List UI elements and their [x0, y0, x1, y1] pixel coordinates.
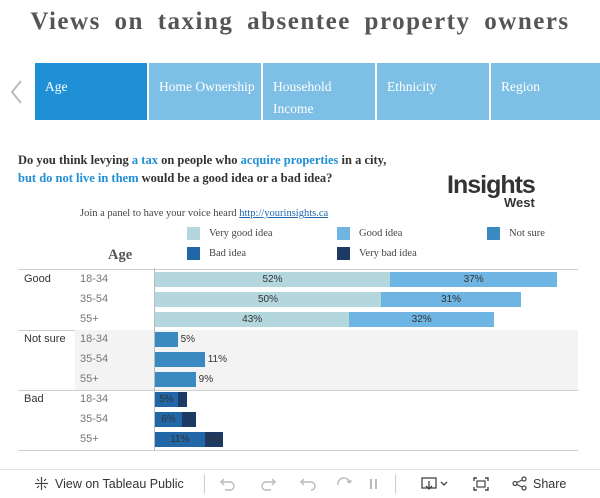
tab-household-income[interactable]: Household Income	[263, 63, 375, 120]
group-label: Not sure	[24, 333, 66, 345]
group-label: Good	[24, 273, 51, 285]
bar-segment[interactable]	[182, 412, 196, 427]
share-button[interactable]: Share	[512, 476, 566, 491]
row-label: 55+	[80, 433, 99, 445]
legend-swatch	[337, 227, 350, 240]
tab-age[interactable]: Age	[35, 63, 147, 120]
legend-swatch	[187, 247, 200, 260]
tab-ethnicity[interactable]: Ethnicity	[377, 63, 489, 120]
view-on-tableau-button[interactable]: View on Tableau Public	[34, 476, 184, 491]
share-icon	[512, 476, 527, 491]
row-label: 35-54	[80, 293, 109, 305]
legend-bad: Bad idea	[187, 247, 246, 260]
row-label: 18-34	[80, 273, 109, 285]
bar-value-label: 9%	[198, 374, 214, 385]
bar-segment[interactable]	[155, 352, 205, 367]
bar-segment[interactable]	[177, 392, 187, 407]
bar-segment[interactable]: 50%	[155, 292, 381, 307]
row-label: 55+	[80, 313, 99, 325]
row-label: 55+	[80, 373, 99, 385]
tab-region[interactable]: Region	[491, 63, 600, 120]
bar-segment[interactable]: 31%	[381, 292, 522, 307]
panel-text: Join a panel to have your voice heard	[80, 208, 240, 219]
insights-west-logo: Insights West	[447, 171, 547, 213]
bar-segment[interactable]: 52%	[155, 272, 391, 287]
revert-icon[interactable]	[299, 476, 317, 492]
bar-value-label: 11%	[207, 354, 227, 365]
question-text: on people who	[157, 153, 241, 167]
bar-segment[interactable]	[155, 332, 178, 347]
group-divider	[18, 450, 578, 451]
tab-home-ownership[interactable]: Home Ownership	[149, 63, 261, 120]
logo-main-text: Insights	[447, 171, 536, 199]
chart-top-line	[18, 269, 578, 270]
chart-axis-line	[154, 268, 155, 450]
previous-arrow-icon[interactable]	[9, 78, 25, 106]
row-label: 35-54	[80, 353, 109, 365]
legend-label: Very bad idea	[359, 248, 417, 259]
bar-segment[interactable]: 43%	[155, 312, 350, 327]
group-shade	[75, 330, 578, 390]
undo-icon[interactable]	[219, 476, 237, 492]
view-on-tableau-label: View on Tableau Public	[55, 476, 184, 491]
legend-swatch	[187, 227, 200, 240]
legend-label: Good idea	[359, 228, 403, 239]
download-icon[interactable]	[421, 476, 451, 492]
question-text: would be a good idea or a bad idea?	[138, 171, 333, 185]
row-label: 35-54	[80, 413, 109, 425]
bar-segment[interactable]: 11%	[155, 432, 205, 447]
legend-good: Good idea	[337, 227, 402, 240]
pause-icon[interactable]	[365, 476, 383, 492]
question-text: in a city,	[338, 153, 387, 167]
column-header-age: Age	[108, 247, 133, 263]
logo-sub-text: West	[504, 195, 535, 210]
legend-label: Very good idea	[209, 228, 273, 239]
question-highlight: acquire properties	[240, 153, 339, 167]
panel-invite: Join a panel to have your voice heard ht…	[80, 208, 328, 219]
refresh-icon[interactable]	[335, 476, 353, 492]
bar-segment[interactable]: 32%	[349, 312, 494, 327]
legend-label: Bad idea	[209, 248, 247, 259]
redo-icon[interactable]	[259, 476, 277, 492]
fullscreen-icon[interactable]	[472, 476, 490, 492]
tableau-logo-icon	[35, 477, 48, 490]
legend-swatch	[337, 247, 350, 260]
bar-value-label: 5%	[180, 334, 196, 345]
bar-segment[interactable]: 6%	[155, 412, 183, 427]
row-label: 18-34	[80, 333, 109, 345]
group-label: Bad	[24, 393, 44, 405]
footer-divider	[395, 474, 396, 494]
survey-question: Do you think levying a tax on people who…	[18, 151, 386, 187]
share-label: Share	[533, 476, 567, 491]
group-divider	[18, 390, 578, 391]
bar-segment[interactable]: 5%	[155, 392, 178, 407]
question-highlight: a tax	[131, 153, 158, 167]
legend-not-sure: Not sure	[487, 227, 545, 240]
legend-swatch	[487, 227, 500, 240]
bar-segment[interactable]	[155, 372, 196, 387]
tableau-footer: View on Tableau Public Share	[0, 469, 600, 498]
legend-very-good: Very good idea	[187, 227, 273, 240]
bar-segment[interactable]: 37%	[390, 272, 558, 287]
bar-segment[interactable]: 4%	[204, 432, 223, 447]
row-label: 18-34	[80, 393, 109, 405]
question-text: Do you think levying	[18, 153, 132, 167]
legend-very-bad: Very bad idea	[337, 247, 417, 260]
page-title: Views on taxing absentee property owners	[30, 8, 570, 35]
question-highlight: but do not live in them	[18, 171, 139, 185]
legend-label: Not sure	[509, 228, 545, 239]
panel-link[interactable]: http://yourinsights.ca	[239, 208, 329, 219]
footer-divider	[204, 474, 205, 494]
